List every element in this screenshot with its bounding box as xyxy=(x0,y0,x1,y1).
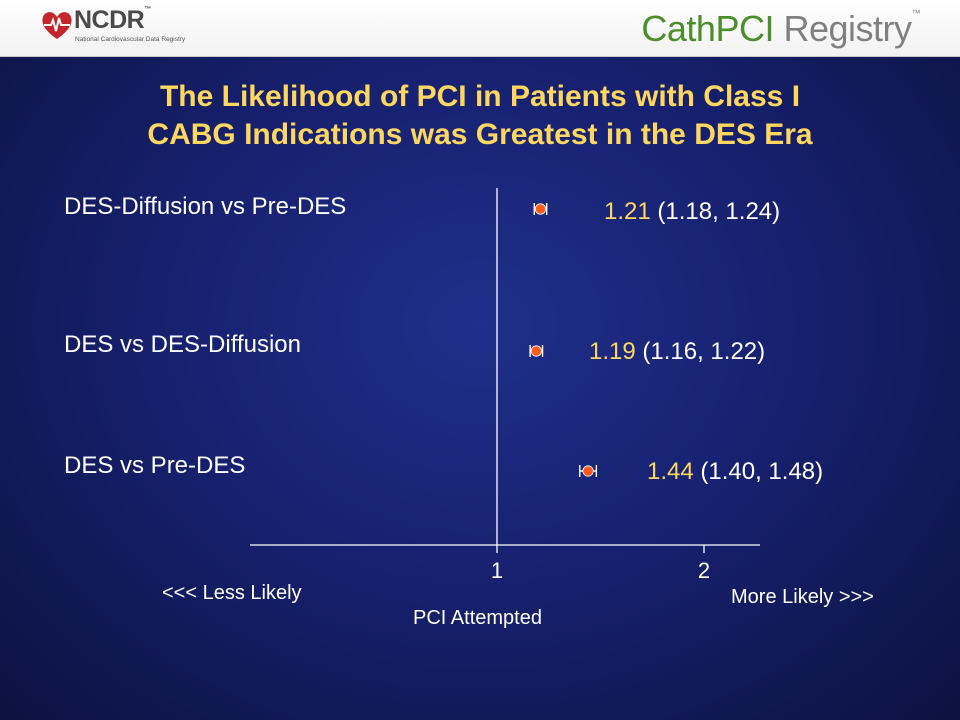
x-axis-title: PCI Attempted xyxy=(413,607,542,629)
x-tick-label: 1 xyxy=(491,558,503,583)
header-bar: NCDR™ National Cardiovascular Data Regis… xyxy=(0,0,960,57)
estimate-label-des-diffusion-vs-pre-des: 1.21 (1.18, 1.24) xyxy=(604,198,780,226)
more-likely-label: More Likely >>> xyxy=(731,586,874,608)
estimate-point xyxy=(530,345,542,357)
ncdr-wordmark: NCDR™ xyxy=(74,6,151,34)
slide-title: The Likelihood of PCI in Patients with C… xyxy=(20,78,940,154)
title-line: CABG Indications was Greatest in the DES… xyxy=(147,118,813,151)
estimate-label-des-vs-des-diffusion: 1.19 (1.16, 1.22) xyxy=(589,338,765,366)
estimate-label-des-vs-pre-des: 1.44 (1.40, 1.48) xyxy=(647,458,823,486)
ncdr-logo: NCDR™ National Cardiovascular Data Regis… xyxy=(40,4,185,52)
ncdr-heart-icon xyxy=(42,12,72,39)
estimate-value: 1.44 xyxy=(647,458,694,485)
estimate-value: 1.21 xyxy=(604,198,651,225)
estimate-point xyxy=(534,203,547,215)
title-line: The Likelihood of PCI in Patients with C… xyxy=(159,80,801,113)
less-likely-label: <<< Less Likely xyxy=(162,582,302,604)
ncdr-subtitle: National Cardiovascular Data Registry xyxy=(75,36,186,43)
row-label-des-vs-pre-des: DES vs Pre-DES xyxy=(64,452,246,479)
x-tick-label: 2 xyxy=(698,558,710,583)
cathpci-registry-logo: CathPCI Registry™ xyxy=(641,8,920,49)
estimate-ci: (1.40, 1.48) xyxy=(693,458,824,485)
estimate-point xyxy=(582,465,594,477)
row-label-des-vs-des-diffusion: DES vs DES-Diffusion xyxy=(64,331,301,358)
estimate-ci: (1.16, 1.22) xyxy=(635,338,766,365)
estimate-value: 1.19 xyxy=(589,338,636,365)
estimate-ci: (1.18, 1.24) xyxy=(650,198,781,225)
row-label-des-diffusion-vs-pre-des: DES-Diffusion vs Pre-DES xyxy=(64,193,347,220)
